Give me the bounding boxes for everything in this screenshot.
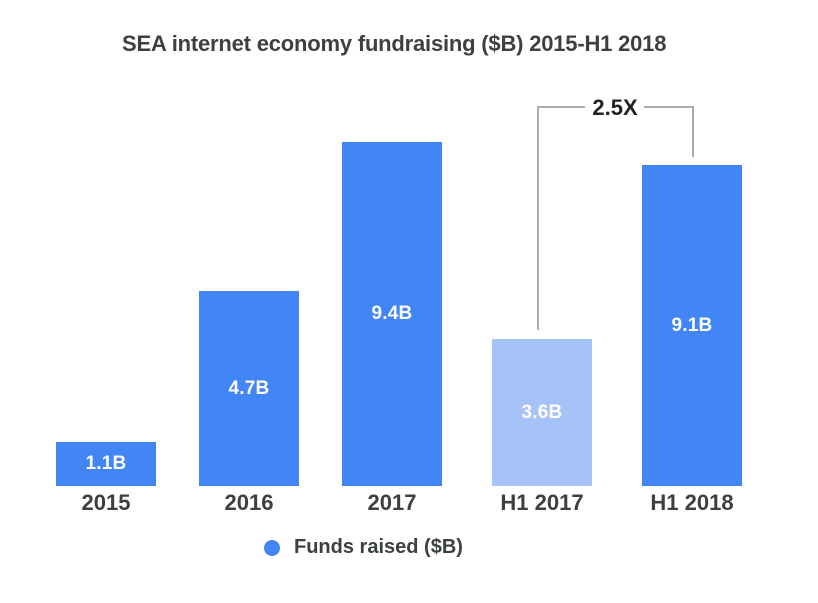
bar-value-label-h1-2017: 3.6B [521, 401, 563, 423]
bar-value-label-2017: 9.4B [371, 303, 413, 324]
bracket-line-right-vertical [692, 106, 694, 157]
legend-label: Funds raised ($B) [294, 536, 463, 558]
legend: Funds raised ($B) [264, 536, 463, 559]
chart-title: SEA internet economy fundraising ($B) 20… [122, 31, 667, 56]
x-axis-label-2016: 2016 [224, 490, 274, 515]
bar-h1-2017: 3.6B [492, 339, 592, 486]
growth-multiplier-label: 2.5X [592, 95, 638, 120]
bar-value-label-2015: 1.1B [85, 453, 127, 474]
bracket-line-left-vertical [537, 106, 539, 330]
x-axis-label-2015: 2015 [81, 490, 131, 515]
x-axis-label-h1-2018: H1 2018 [650, 490, 734, 515]
legend-dot-icon [264, 539, 280, 556]
bar-2016: 4.7B [199, 291, 299, 486]
bar-value-label-2016: 4.7B [228, 377, 270, 399]
bar-2017: 9.4B [342, 142, 442, 486]
bar-value-label-h1-2018: 9.1B [671, 314, 713, 336]
x-axis-label-2017: 2017 [367, 490, 417, 515]
bar-2015: 1.1B [56, 442, 156, 486]
bar-h1-2018: 9.1B [642, 165, 742, 486]
bracket-line-top-left [537, 106, 585, 108]
bracket-line-top-right [644, 106, 694, 108]
x-axis-label-h1-2017: H1 2017 [500, 490, 584, 515]
